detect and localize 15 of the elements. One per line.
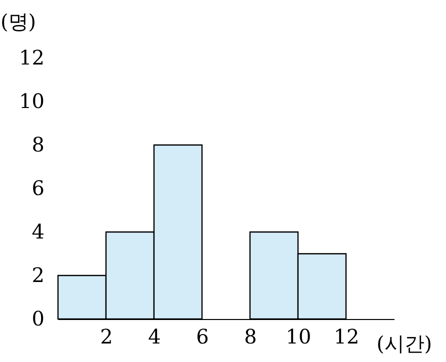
x-tick-label: 8 xyxy=(244,324,257,348)
x-axis-title: (시간) xyxy=(376,332,432,356)
x-tick-label: 10 xyxy=(286,324,312,348)
y-tick-label: 0 xyxy=(32,306,44,330)
x-tick-label: 12 xyxy=(334,324,360,348)
y-tick-label: 6 xyxy=(32,176,44,200)
y-tick-label: 2 xyxy=(32,263,44,287)
y-tick-label: 10 xyxy=(19,89,44,113)
y-tick-label: 12 xyxy=(19,46,44,70)
y-tick-label: 4 xyxy=(32,220,44,244)
x-tick-label: 6 xyxy=(196,324,209,348)
y-axis-title: (명) xyxy=(0,10,36,34)
x-tick-label: 2 xyxy=(100,324,113,348)
x-tick-label: 4 xyxy=(148,324,161,348)
y-tick-label: 8 xyxy=(32,132,44,156)
